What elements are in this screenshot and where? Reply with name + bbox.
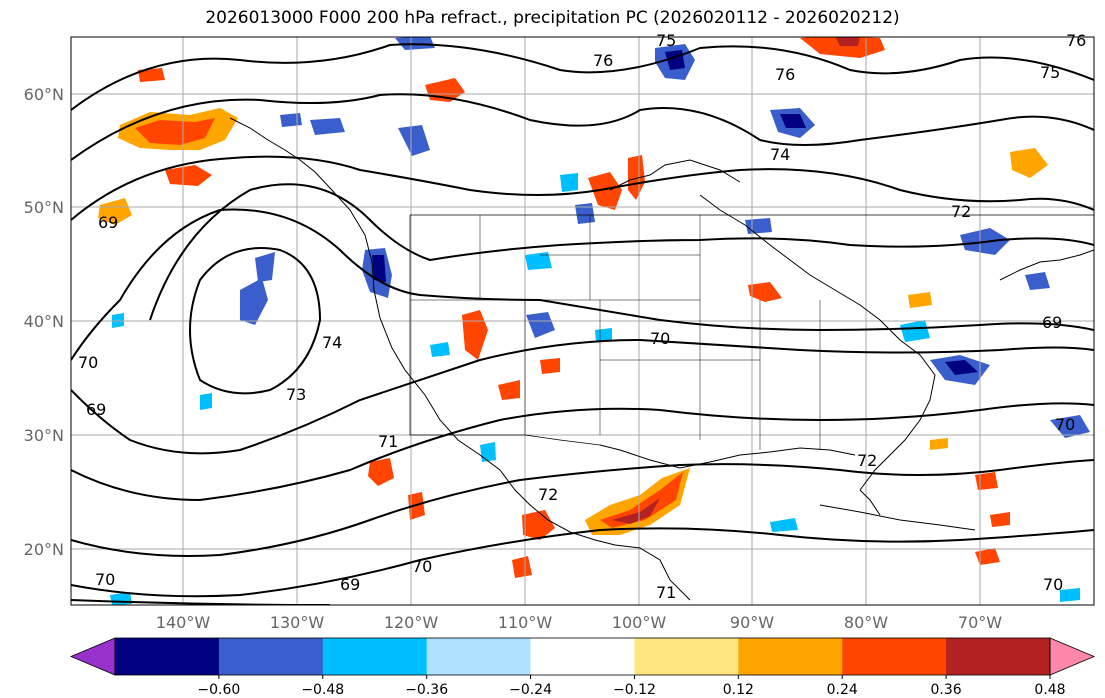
colorbar-swatch: [218, 638, 324, 675]
colorbar-extend-high: [1049, 637, 1096, 676]
lat-tick-label: 40°N: [24, 312, 64, 331]
contour-label: 70: [412, 557, 432, 576]
colorbar-extend-low: [69, 637, 116, 676]
contour-label: 75: [656, 31, 676, 50]
contour-label: 72: [857, 451, 877, 470]
colorbar-tick-label: −0.60: [197, 682, 240, 698]
contour-label: 71: [656, 583, 676, 602]
contour-label: 70: [1043, 575, 1063, 594]
colorbar-outline: [114, 637, 1051, 676]
contour-label: 69: [98, 213, 118, 232]
contour-label: 70: [650, 329, 670, 348]
contour-label: 70: [1055, 415, 1075, 434]
contour-label: 76: [775, 65, 795, 84]
colorbar-swatch: [322, 638, 428, 675]
lon-tick-label: 80°W: [844, 613, 888, 632]
map-frame: [70, 36, 1095, 606]
contour-label: 69: [340, 575, 360, 594]
contour-labels: 76 75 76 75 76 74 72 69 70 69 73 74 71 7…: [78, 31, 1086, 602]
colorbar-tick-label: 0.24: [827, 682, 858, 698]
colorbar-tick-label: −0.12: [613, 682, 656, 698]
latitude-labels: 60°N 50°N 40°N 30°N 20°N: [24, 85, 64, 559]
lat-tick-label: 30°N: [24, 426, 64, 445]
colorbar-swatch: [530, 638, 635, 675]
contour-label: 74: [322, 333, 342, 352]
colorbar-tick-label: 0.48: [1034, 682, 1065, 698]
colorbar-swatch: [115, 638, 220, 675]
colorbar-tick-label: −0.48: [301, 682, 344, 698]
lat-tick-label: 60°N: [24, 85, 64, 104]
lat-tick-label: 50°N: [24, 198, 64, 217]
contour-label: 71: [378, 432, 398, 451]
contour-label: 76: [593, 51, 613, 70]
colorbar-tick-label: 0.36: [931, 682, 962, 698]
colorbar-swatch: [634, 638, 739, 675]
contour-label: 76: [1066, 31, 1086, 50]
colorbar-swatch: [946, 638, 1051, 675]
longitude-labels: 140°W 130°W 120°W 110°W 100°W 90°W 80°W …: [156, 613, 1002, 632]
lon-tick-label: 100°W: [612, 613, 667, 632]
lon-tick-label: 110°W: [498, 613, 553, 632]
colorbar-swatch: [842, 638, 947, 675]
lon-tick-label: 120°W: [384, 613, 439, 632]
colorbar: −0.60 −0.48 −0.36 −0.24 −0.12 0.12 0.24 0.36 0.4…: [69, 637, 1096, 698]
colorbar-tick-label: −0.24: [509, 682, 552, 698]
colorbar-swatch: [738, 638, 843, 675]
colorbar-tick-label: 0.12: [723, 682, 754, 698]
contour-label: 72: [951, 202, 971, 221]
contour-label: 75: [1040, 63, 1060, 82]
lon-tick-label: 70°W: [958, 613, 1002, 632]
lat-tick-label: 20°N: [24, 540, 64, 559]
contour-label: 69: [1042, 313, 1062, 332]
lon-tick-label: 130°W: [270, 613, 325, 632]
contour-label: 70: [95, 570, 115, 589]
contour-label: 70: [78, 353, 98, 372]
contour-label: 74: [770, 145, 790, 164]
contour-label: 69: [86, 400, 106, 419]
lon-tick-label: 90°W: [730, 613, 774, 632]
colorbar-swatch: [426, 638, 532, 675]
map-title: 2026013000 F000 200 hPa refract., precip…: [205, 8, 900, 28]
contour-label: 73: [286, 385, 306, 404]
lon-tick-label: 140°W: [156, 613, 211, 632]
colorbar-tick-label: −0.36: [405, 682, 448, 698]
contour-label: 72: [538, 485, 558, 504]
